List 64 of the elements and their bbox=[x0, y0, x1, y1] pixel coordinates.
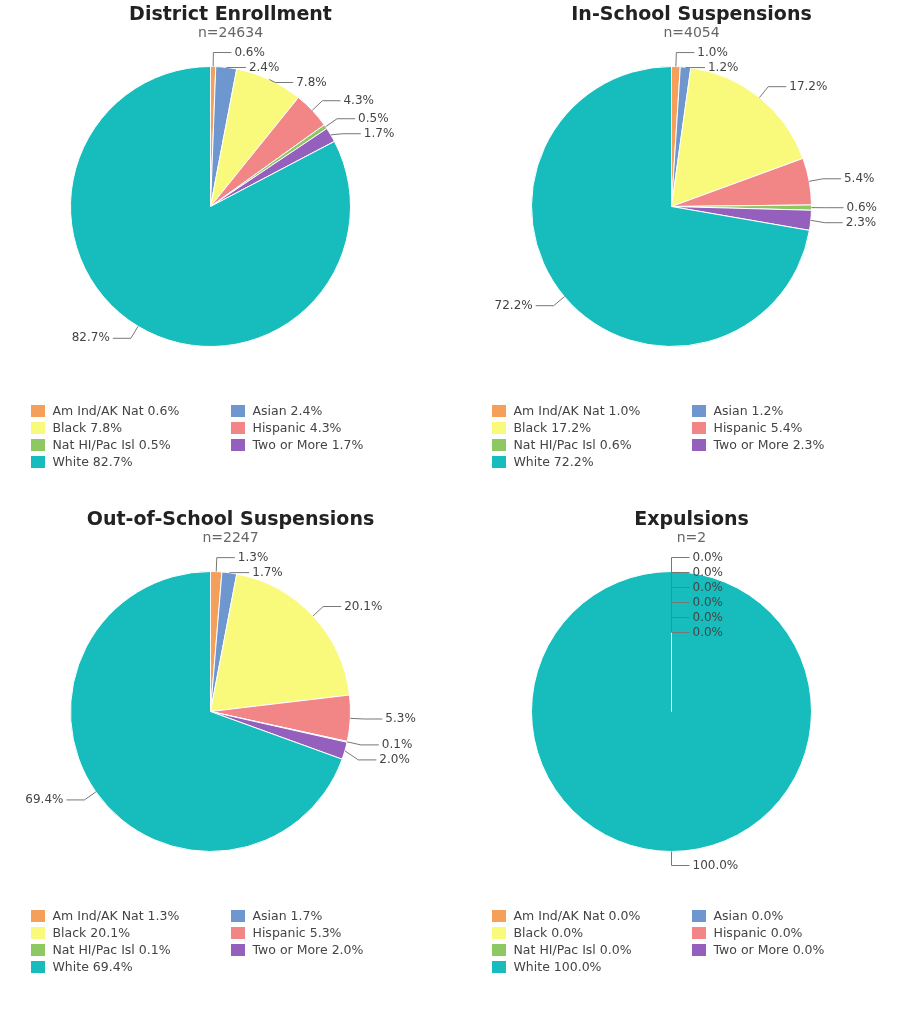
legend-label: White 100.0% bbox=[513, 959, 602, 974]
legend-label: White 69.4% bbox=[52, 959, 133, 974]
legend-label: Hispanic 0.0% bbox=[713, 925, 803, 940]
data-label: 17.2% bbox=[789, 78, 828, 93]
data-label: 7.8% bbox=[296, 74, 327, 89]
data-label: 2.4% bbox=[248, 59, 280, 74]
data-label: 0.1% bbox=[381, 737, 413, 752]
data-label: 1.7% bbox=[252, 564, 283, 579]
data-label: 2.0% bbox=[379, 752, 410, 767]
legend-label: Asian 1.2% bbox=[713, 403, 784, 418]
text: 0.0% bbox=[692, 564, 723, 579]
legend-label: Two or More 2.0% bbox=[252, 942, 364, 957]
legend-label: Black 17.2% bbox=[513, 420, 592, 435]
legend-label: Black 0.0% bbox=[513, 925, 584, 940]
legend-label: White 82.7% bbox=[52, 454, 133, 469]
data-label: 4.3% bbox=[343, 92, 374, 107]
text: 0.0% bbox=[692, 609, 723, 624]
text: 0.0% bbox=[692, 624, 723, 639]
text: 0.0% bbox=[692, 594, 723, 609]
legend-label: Am Ind/AK Nat 0.0% bbox=[513, 908, 641, 923]
legend-label: Hispanic 5.3% bbox=[252, 925, 342, 940]
chart-title: District Enrollment bbox=[129, 2, 332, 24]
chart-title: Out-of-School Suspensions bbox=[86, 507, 375, 529]
data-label: 0.6% bbox=[234, 44, 265, 59]
data-label: 72.2% bbox=[494, 297, 533, 312]
data-label: 1.2% bbox=[707, 59, 739, 74]
legend-label: Asian 2.4% bbox=[252, 403, 323, 418]
legend-label: White 72.2% bbox=[513, 454, 594, 469]
data-label: 5.4% bbox=[843, 170, 875, 185]
data-label: 1.0% bbox=[697, 44, 728, 59]
legend-label: Nat HI/Pac Isl 0.1% bbox=[52, 942, 171, 957]
data-label: 0.6% bbox=[846, 199, 877, 214]
data-label: 0.5% bbox=[358, 110, 389, 125]
legend-label: Nat HI/Pac Isl 0.5% bbox=[52, 437, 171, 452]
legend-label: Nat HI/Pac Isl 0.6% bbox=[513, 437, 632, 452]
legend-label: Hispanic 5.4% bbox=[713, 420, 803, 435]
chart-title: Expulsions bbox=[634, 507, 749, 529]
legend-label: Black 7.8% bbox=[52, 420, 123, 435]
data-label: 1.7% bbox=[363, 125, 395, 140]
data-label: 100.0% bbox=[692, 857, 739, 872]
text: 0.0% bbox=[692, 579, 723, 594]
chart-title: In-School Suspensions bbox=[571, 2, 812, 24]
legend-label: Two or More 0.0% bbox=[713, 942, 825, 957]
data-label: 2.3% bbox=[845, 214, 877, 229]
data-label: 1.3% bbox=[237, 549, 269, 564]
data-label: 20.1% bbox=[344, 598, 383, 613]
chart-subtitle: n=2247 bbox=[202, 529, 259, 545]
legend-label: Am Ind/AK Nat 1.0% bbox=[513, 403, 641, 418]
data-label: 82.7% bbox=[71, 330, 110, 345]
legend-label: Black 20.1% bbox=[52, 925, 131, 940]
chart-subtitle: n=4054 bbox=[663, 24, 720, 40]
text: 0.0% bbox=[692, 549, 723, 564]
legend-label: Two or More 1.7% bbox=[252, 437, 364, 452]
data-label: 5.3% bbox=[385, 711, 416, 726]
legend-label: Two or More 2.3% bbox=[713, 437, 825, 452]
legend-label: Am Ind/AK Nat 0.6% bbox=[52, 403, 180, 418]
legend-label: Asian 0.0% bbox=[713, 908, 784, 923]
chart-subtitle: n=24634 bbox=[197, 24, 264, 40]
legend-label: Nat HI/Pac Isl 0.0% bbox=[513, 942, 632, 957]
chart-subtitle: n=2 bbox=[676, 529, 707, 545]
legend-label: Hispanic 4.3% bbox=[252, 420, 342, 435]
legend-label: Asian 1.7% bbox=[252, 908, 323, 923]
data-label: 69.4% bbox=[25, 792, 64, 807]
legend-label: Am Ind/AK Nat 1.3% bbox=[52, 908, 180, 923]
